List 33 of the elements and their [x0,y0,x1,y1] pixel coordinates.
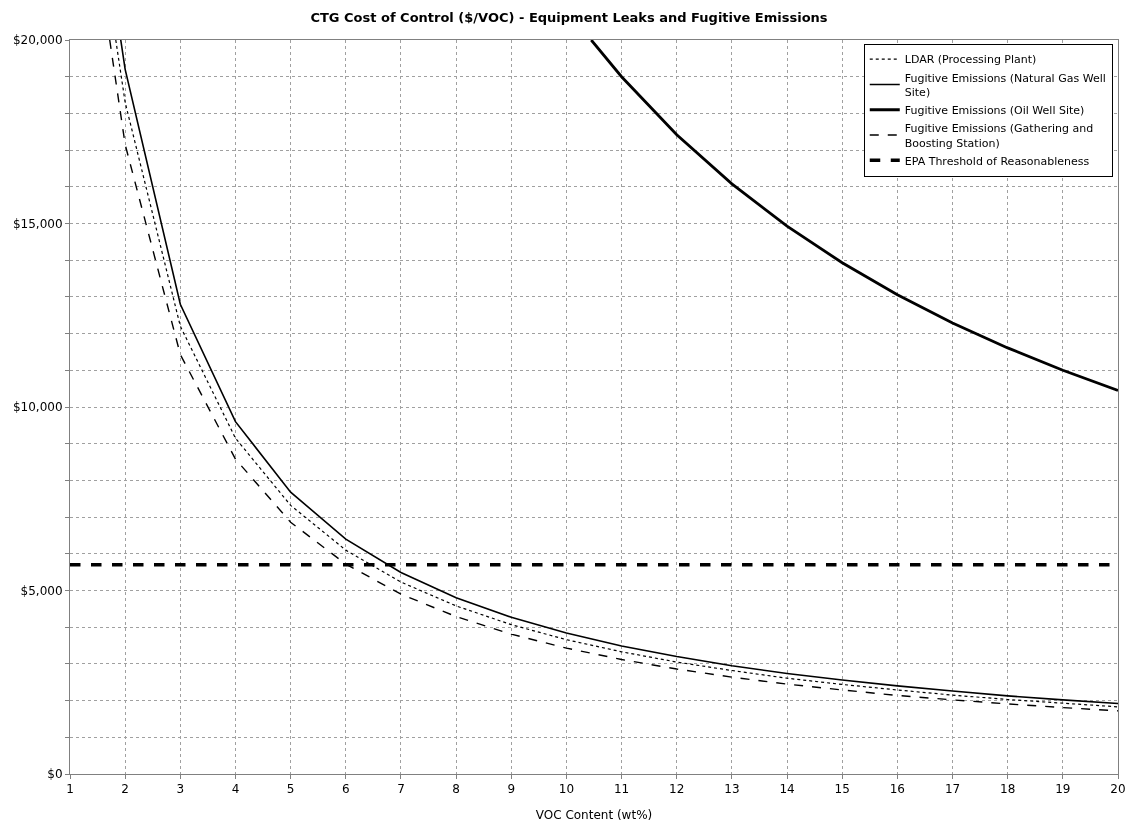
x-tick-label: 13 [724,782,740,797]
x-tick-label: 5 [286,782,295,797]
y-tick-label: $20,000 [12,33,63,48]
line-series [589,40,1118,392]
x-tick-label: 10 [558,782,575,797]
x-tick-label: 3 [176,782,185,797]
x-tick-label: 17 [944,782,961,797]
y-tick-label: $15,000 [12,216,63,231]
x-tick-label: 1 [66,782,74,797]
y-tick-label: $0 [47,767,63,782]
x-tick-label: 9 [507,782,516,797]
y-tick-label: $10,000 [12,400,63,415]
x-tick-label: 8 [452,782,460,797]
x-tick-label: 12 [669,782,685,797]
x-tick-label: 4 [231,782,240,797]
x-tick-label: 6 [341,782,350,797]
legend-label: Fugitive Emissions (Gathering and Boosting Station) [904,122,1094,150]
legend-label: EPA Threshold of Reasonableness [904,154,1090,168]
chart-title: CTG Cost of Control ($/VOC) - Equipment Leaks and Fugitive Emissions [310,9,828,25]
x-tick-label: 18 [1000,782,1016,797]
x-tick-label: 20 [1110,782,1126,797]
x-tick-label: 15 [834,782,850,797]
legend-label: Fugitive Emissions (Natural Gas Well Site) [904,71,1106,99]
y-tick-label: $5,000 [20,583,63,598]
legend-label: LDAR (Processing Plant) [904,53,1037,67]
x-tick-label: 19 [1055,782,1071,797]
x-tick-label: 11 [613,782,630,797]
x-tick-label: 7 [397,782,405,797]
x-tick-label: 16 [889,782,906,797]
x-axis-title: VOC Content (wt%) [535,808,653,823]
x-tick-label: 14 [779,782,795,797]
x-tick-label: 2 [121,782,129,797]
legend-label: Fugitive Emissions (Oil Well Site) [904,104,1085,118]
